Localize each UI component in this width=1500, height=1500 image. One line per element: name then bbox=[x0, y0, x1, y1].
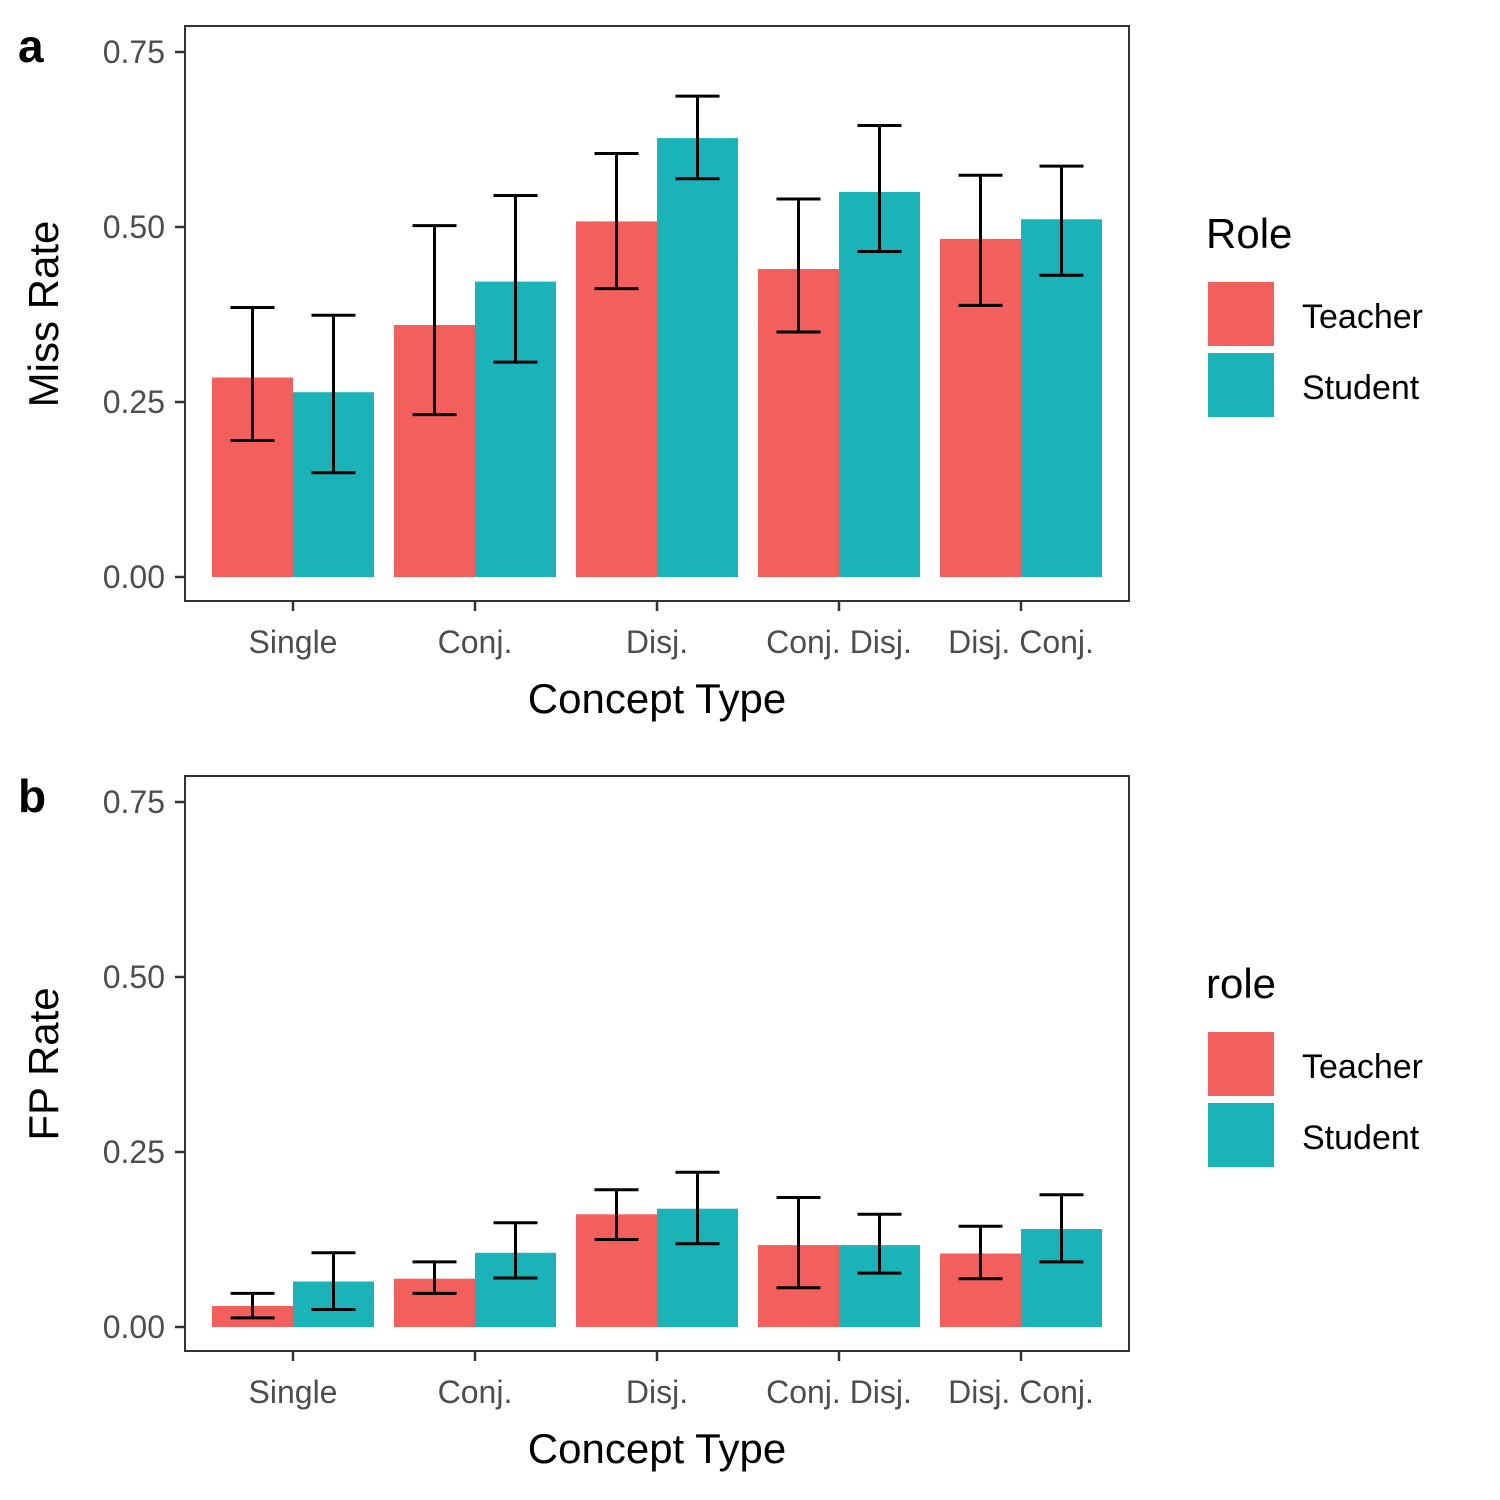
panel-b-legend-key-teacher bbox=[1208, 1032, 1274, 1096]
panel-a-legend-key-student bbox=[1208, 353, 1274, 417]
error-bar-student-0 bbox=[311, 313, 356, 475]
panel-a-x-axis-title: Concept Type bbox=[528, 675, 786, 722]
y-tick-label: 0.75 bbox=[103, 784, 165, 820]
panel-b-legend-label-teacher: Teacher bbox=[1302, 1048, 1423, 1086]
error-bar-student-0 bbox=[311, 1251, 356, 1311]
x-tick-label: Disj. Conj. bbox=[948, 624, 1094, 660]
error-bar-student-1 bbox=[493, 1221, 538, 1280]
x-tick-label: Conj. bbox=[438, 1374, 513, 1410]
x-tick-label: Disj. bbox=[626, 624, 688, 660]
bar-student-2 bbox=[657, 138, 738, 577]
error-bar-student-1 bbox=[493, 194, 538, 364]
panel-a-legend-label-teacher: Teacher bbox=[1302, 298, 1423, 336]
panel-b-tag: b bbox=[18, 770, 46, 822]
panel-a-error-bars bbox=[230, 94, 1084, 475]
error-bar-student-4 bbox=[1039, 164, 1084, 277]
error-bar-teacher-3 bbox=[776, 197, 821, 334]
x-tick-label: Single bbox=[249, 1374, 338, 1410]
panel-b-error-bars bbox=[230, 1170, 1084, 1320]
error-bar-student-3 bbox=[857, 1212, 902, 1275]
error-bar-student-4 bbox=[1039, 1193, 1084, 1264]
panel-a-legend-title: Role bbox=[1206, 210, 1292, 257]
error-bar-teacher-0 bbox=[230, 1291, 275, 1320]
panel-b-legend-title: role bbox=[1206, 960, 1276, 1007]
error-bar-teacher-2 bbox=[594, 1188, 639, 1241]
x-tick-label: Single bbox=[249, 624, 338, 660]
error-bar-teacher-4 bbox=[958, 1224, 1003, 1281]
panel-a-tag: a bbox=[18, 20, 44, 72]
x-tick-label: Disj. bbox=[626, 1374, 688, 1410]
error-bar-teacher-0 bbox=[230, 306, 275, 442]
error-bar-teacher-1 bbox=[412, 224, 457, 417]
y-tick-label: 0.75 bbox=[103, 34, 165, 70]
panel-a-legend-key-teacher bbox=[1208, 282, 1274, 346]
bar-student-3 bbox=[839, 192, 920, 577]
panel-b-legend: role Teacher Student bbox=[1206, 960, 1423, 1167]
panel-a-bars bbox=[212, 138, 1102, 578]
y-tick-label: 0.00 bbox=[103, 1309, 165, 1345]
y-tick-label: 0.25 bbox=[103, 384, 165, 420]
bar-student-4 bbox=[1021, 219, 1102, 578]
panel-a: a 0.00 0.25 0.50 0.75 Single Conj. Disj. Conj.… bbox=[18, 20, 1423, 722]
x-tick-label: Disj. Conj. bbox=[948, 1374, 1094, 1410]
panel-a-legend-label-student: Student bbox=[1302, 369, 1420, 407]
y-tick-label: 0.25 bbox=[103, 1134, 165, 1170]
panel-b-x-axis: Single Conj. Disj. Conj. Disj. Disj. Conj. bbox=[249, 1351, 1094, 1410]
error-bar-teacher-3 bbox=[776, 1196, 821, 1290]
panel-b: b 0.00 0.25 0.50 0.75 Single Conj. Disj. Conj.… bbox=[18, 770, 1423, 1472]
error-bar-teacher-4 bbox=[958, 173, 1003, 307]
y-tick-label: 0.50 bbox=[103, 209, 165, 245]
panel-b-legend-label-student: Student bbox=[1302, 1119, 1420, 1157]
panel-b-legend-key-student bbox=[1208, 1103, 1274, 1167]
panel-a-y-axis: 0.00 0.25 0.50 0.75 bbox=[103, 34, 185, 595]
error-bar-student-2 bbox=[675, 1170, 720, 1246]
x-tick-label: Conj. Disj. bbox=[766, 1374, 912, 1410]
panel-a-x-axis: Single Conj. Disj. Conj. Disj. Disj. Conj. bbox=[249, 601, 1094, 660]
panel-a-y-axis-title: Miss Rate bbox=[20, 221, 67, 408]
y-tick-label: 0.50 bbox=[103, 959, 165, 995]
panel-b-y-axis-title: FP Rate bbox=[20, 987, 67, 1140]
error-bar-student-2 bbox=[675, 94, 720, 181]
error-bar-teacher-2 bbox=[594, 152, 639, 291]
x-tick-label: Conj. Disj. bbox=[766, 624, 912, 660]
panel-a-legend: Role Teacher Student bbox=[1206, 210, 1423, 417]
panel-b-y-axis: 0.00 0.25 0.50 0.75 bbox=[103, 784, 185, 1345]
error-bar-student-3 bbox=[857, 124, 902, 253]
panel-b-x-axis-title: Concept Type bbox=[528, 1425, 786, 1472]
y-tick-label: 0.00 bbox=[103, 559, 165, 595]
error-bar-teacher-1 bbox=[412, 1260, 457, 1295]
x-tick-label: Conj. bbox=[438, 624, 513, 660]
